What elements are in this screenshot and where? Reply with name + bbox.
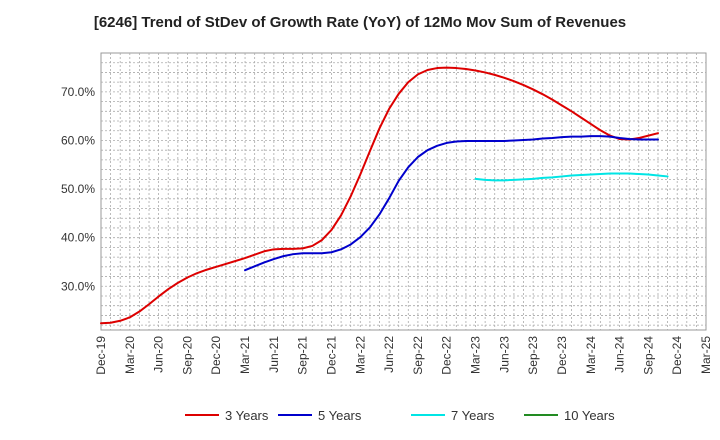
x-tick-label: Mar-20 <box>123 336 137 374</box>
series-lines <box>100 66 669 325</box>
series-line-3-years <box>100 66 659 325</box>
y-tick-label: 50.0% <box>61 182 95 196</box>
x-tick-labels: Dec-19 Mar-20 Jun-20 Sep-20 Dec-20 Mar-21 Jun-… <box>94 336 713 375</box>
x-tick-label: Sep-24 <box>641 336 655 375</box>
x-tick-label: Sep-20 <box>180 336 194 375</box>
legend: 3 Years 5 Years 7 Years 10 Years <box>185 408 615 423</box>
chart-title: [6246] Trend of StDev of Growth Rate (Yo… <box>93 14 627 31</box>
legend-label: 3 Years <box>225 408 269 423</box>
x-tick-label: Mar-23 <box>469 336 483 374</box>
x-tick-label: Sep-21 <box>296 336 310 375</box>
x-tick-label: Dec-24 <box>670 336 684 375</box>
legend-label: 10 Years <box>564 408 615 423</box>
x-tick-label: Mar-24 <box>584 336 598 374</box>
x-tick-label: Jun-20 <box>152 336 166 373</box>
x-tick-label: Sep-23 <box>526 336 540 375</box>
series-line-7-years <box>474 172 669 182</box>
x-tick-label: Mar-22 <box>353 336 367 374</box>
legend-label: 5 Years <box>318 408 362 423</box>
x-tick-label: Jun-23 <box>497 336 511 373</box>
x-tick-label: Jun-22 <box>382 336 396 373</box>
x-tick-label: Dec-22 <box>440 336 454 375</box>
x-tick-label: Jun-21 <box>267 336 281 373</box>
x-tick-label: Jun-24 <box>613 336 627 373</box>
x-tick-label: Sep-22 <box>411 336 425 375</box>
x-tick-label: Dec-20 <box>209 336 223 375</box>
series-line-5-years <box>244 135 659 272</box>
horizontal-gridlines <box>101 62 706 326</box>
y-tick-label: 40.0% <box>61 231 95 245</box>
x-tick-label: Mar-25 <box>699 336 713 374</box>
plot-area <box>100 52 707 331</box>
y-tick-label: 30.0% <box>61 279 95 293</box>
x-tick-label: Dec-19 <box>94 336 108 375</box>
x-tick-label: Dec-23 <box>555 336 569 375</box>
y-tick-label: 70.0% <box>61 85 95 99</box>
y-tick-labels: 30.0% 40.0% 50.0% 60.0% 70.0% <box>61 85 95 293</box>
x-tick-label: Dec-21 <box>324 336 338 375</box>
y-tick-label: 60.0% <box>61 133 95 147</box>
legend-label: 7 Years <box>451 408 495 423</box>
x-tick-label: Mar-21 <box>238 336 252 374</box>
